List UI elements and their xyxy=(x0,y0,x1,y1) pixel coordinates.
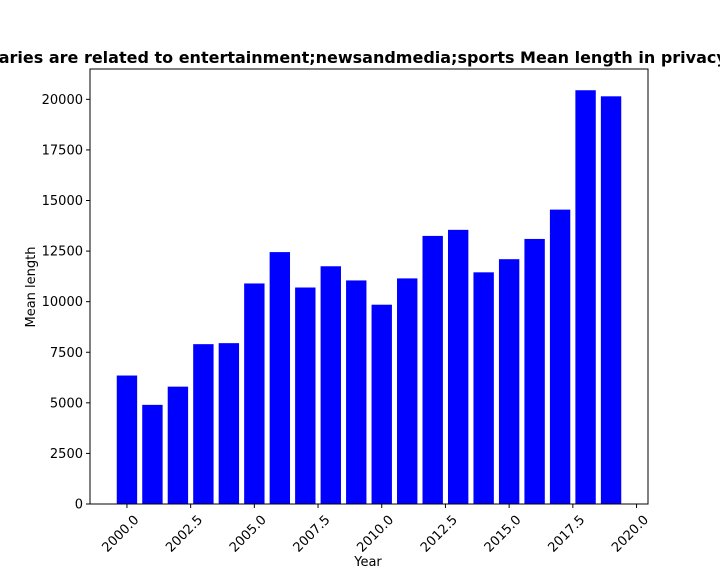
y-tick-label: 12500 xyxy=(42,245,83,260)
bar-2004 xyxy=(218,343,240,504)
bar-2012 xyxy=(422,235,443,504)
bar-2015 xyxy=(498,259,520,504)
bar-2007 xyxy=(295,287,316,504)
y-tick-label: 15000 xyxy=(42,194,83,209)
x-tick-label: 2000.0 xyxy=(100,513,143,556)
y-tick-label: 7500 xyxy=(50,346,83,361)
y-tick-label: 5000 xyxy=(50,396,83,411)
y-tick-label: 20000 xyxy=(42,93,83,108)
bar-2019 xyxy=(600,96,622,504)
y-axis-label: Mean length xyxy=(24,247,39,328)
x-tick-label: 2002.5 xyxy=(163,513,206,556)
y-tick-label: 0 xyxy=(75,498,83,513)
bar-2001 xyxy=(142,404,163,504)
chart-title: Top 5 libraries are related to entertain… xyxy=(0,48,720,67)
bar-2005 xyxy=(244,283,265,504)
bar-2011 xyxy=(397,278,418,504)
bar-2002 xyxy=(167,386,189,504)
y-tick-label: 10000 xyxy=(42,295,83,310)
x-axis-label: Year xyxy=(353,555,382,570)
x-tick-label: 2012.5 xyxy=(418,513,461,556)
bar-2010 xyxy=(371,304,392,504)
x-tick-label: 2005.0 xyxy=(227,513,270,556)
bar-2016 xyxy=(524,238,545,504)
x-tick-label: 2010.0 xyxy=(354,513,397,556)
y-tick-label: 2500 xyxy=(50,447,83,462)
y-tick-label: 17500 xyxy=(42,143,83,158)
x-tick-label: 2007.5 xyxy=(291,513,334,556)
bar-2006 xyxy=(269,252,291,504)
bar-2017 xyxy=(549,209,571,504)
bar-2003 xyxy=(193,344,214,504)
y-axis: 0 2500 5000 7500 10000 12500 15000 17500 20000 xyxy=(42,93,90,513)
bar-2000 xyxy=(116,375,138,504)
bar-2014 xyxy=(473,272,494,504)
x-tick-label: 2017.5 xyxy=(545,513,588,556)
bar-2009 xyxy=(346,280,367,504)
bar-2018 xyxy=(575,90,596,504)
plot-frame xyxy=(89,68,649,505)
x-tick-label: 2020.0 xyxy=(609,513,652,556)
bar-2008 xyxy=(320,266,341,504)
x-tick-label: 2015.0 xyxy=(482,513,525,556)
bar-2013 xyxy=(447,229,469,505)
bar-series xyxy=(116,90,622,505)
x-axis: 2000.0 2002.5 2005.0 2007.5 2010.0 2012.5 2015… xyxy=(100,504,652,556)
